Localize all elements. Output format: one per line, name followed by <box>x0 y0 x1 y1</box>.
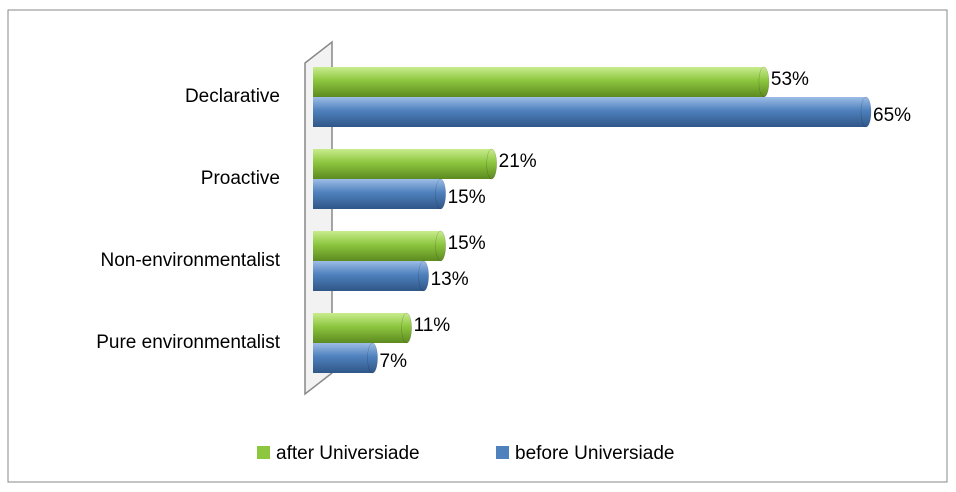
value-label: 53% <box>771 69 809 90</box>
bar <box>313 261 424 291</box>
bar <box>313 343 373 373</box>
bar <box>313 179 441 209</box>
bar-cap <box>435 230 446 262</box>
bar-cap <box>486 148 497 180</box>
legend-label: after Universiade <box>276 443 420 464</box>
legend-label: before Universiade <box>515 443 674 464</box>
y-tick-label: Non-environmentalist <box>100 250 280 271</box>
bar-cap <box>418 260 429 292</box>
value-label: 13% <box>431 269 469 290</box>
bar <box>313 67 764 97</box>
legend-swatch <box>257 446 270 459</box>
y-tick-label: Proactive <box>201 168 280 189</box>
value-label: 7% <box>380 351 408 372</box>
y-tick-label: Declarative <box>185 86 280 107</box>
bar <box>313 97 866 127</box>
y-tick-label: Pure environmentalist <box>96 332 280 353</box>
bar <box>313 231 441 261</box>
value-label: 15% <box>448 187 486 208</box>
bar-cap <box>401 312 412 344</box>
value-label: 11% <box>414 315 451 336</box>
value-label: 15% <box>448 233 486 254</box>
value-label: 65% <box>873 105 911 126</box>
bar-cap <box>860 96 872 128</box>
bar-cap <box>435 178 446 210</box>
value-label: 21% <box>499 151 537 172</box>
legend-swatch <box>496 446 509 459</box>
bar-cap <box>758 66 770 98</box>
bar-cap <box>367 342 378 374</box>
bar <box>313 149 492 179</box>
bar <box>313 313 407 343</box>
